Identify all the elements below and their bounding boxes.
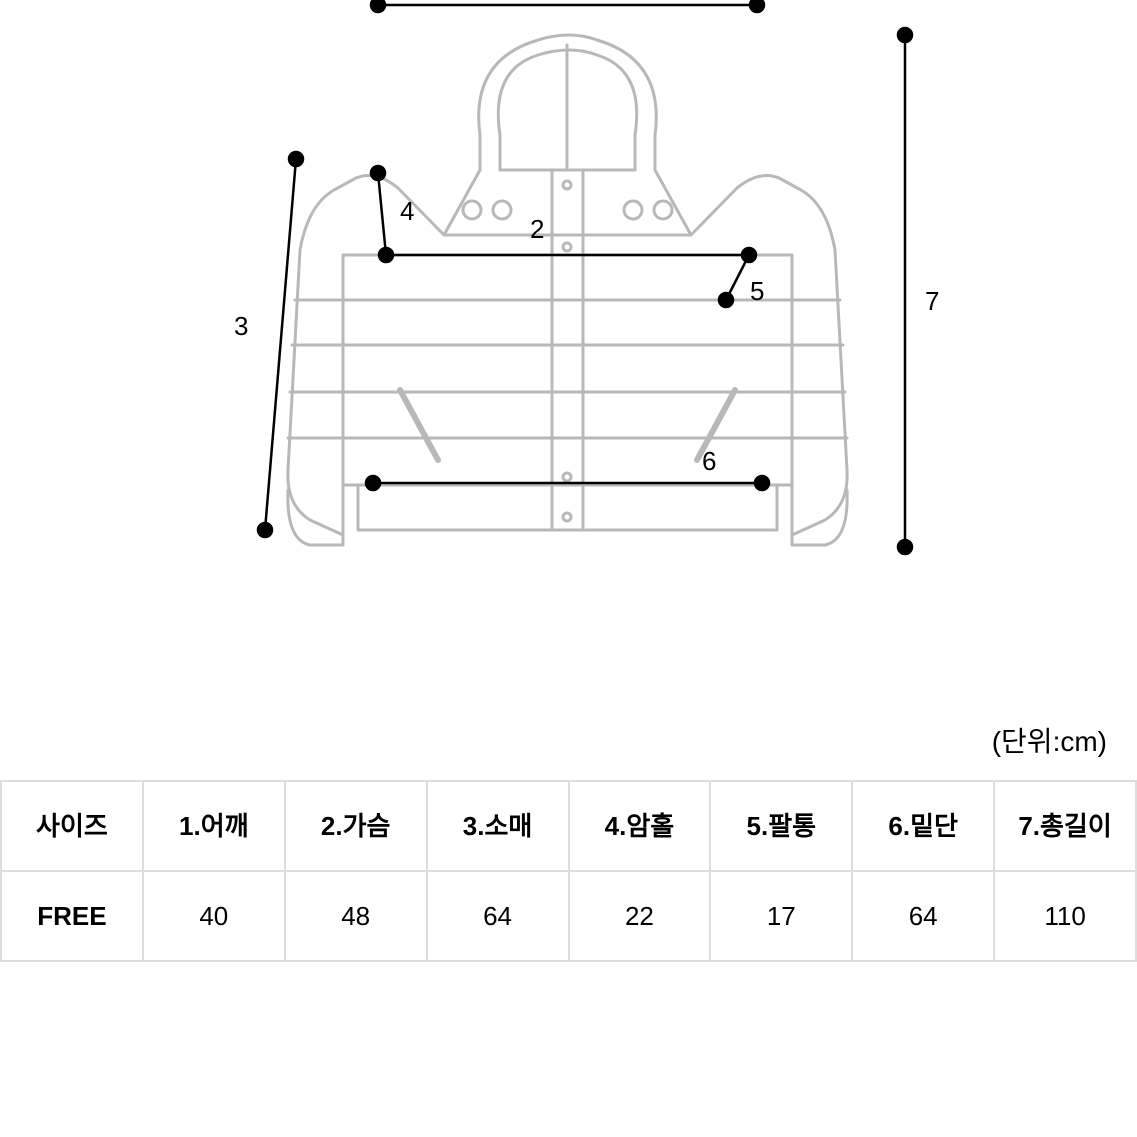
cell-sleeve: 64: [427, 871, 569, 961]
col-sleeve: 3.소매: [427, 781, 569, 871]
measure-label-7: 7: [925, 286, 939, 316]
col-shoulder: 1.어깨: [143, 781, 285, 871]
cell-armhole: 22: [569, 871, 711, 961]
table-header-row: 사이즈 1.어깨 2.가슴 3.소매 4.암홀 5.팔통 6.밑단 7.총길이: [1, 781, 1136, 871]
cell-size: FREE: [1, 871, 143, 961]
cell-armwidth: 17: [710, 871, 852, 961]
col-armhole: 4.암홀: [569, 781, 711, 871]
jacket-svg: 2 3 4 5 6 7: [0, 0, 1137, 620]
cell-length: 110: [994, 871, 1136, 961]
table-row: FREE 40 48 64 22 17 64 110: [1, 871, 1136, 961]
cell-shoulder: 40: [143, 871, 285, 961]
col-armwidth: 5.팔통: [710, 781, 852, 871]
measure-label-3: 3: [234, 311, 248, 341]
measure-label-5: 5: [750, 276, 764, 306]
measure-label-4: 4: [400, 196, 414, 226]
col-length: 7.총길이: [994, 781, 1136, 871]
measurement-diagram: 2 3 4 5 6 7: [0, 0, 1137, 620]
measure-label-2: 2: [530, 214, 544, 244]
col-chest: 2.가슴: [285, 781, 427, 871]
col-size: 사이즈: [1, 781, 143, 871]
cell-chest: 48: [285, 871, 427, 961]
measure-label-6: 6: [702, 446, 716, 476]
size-table: 사이즈 1.어깨 2.가슴 3.소매 4.암홀 5.팔통 6.밑단 7.총길이 …: [0, 780, 1137, 962]
cell-hem: 64: [852, 871, 994, 961]
col-hem: 6.밑단: [852, 781, 994, 871]
unit-label: (단위:cm): [992, 720, 1107, 760]
